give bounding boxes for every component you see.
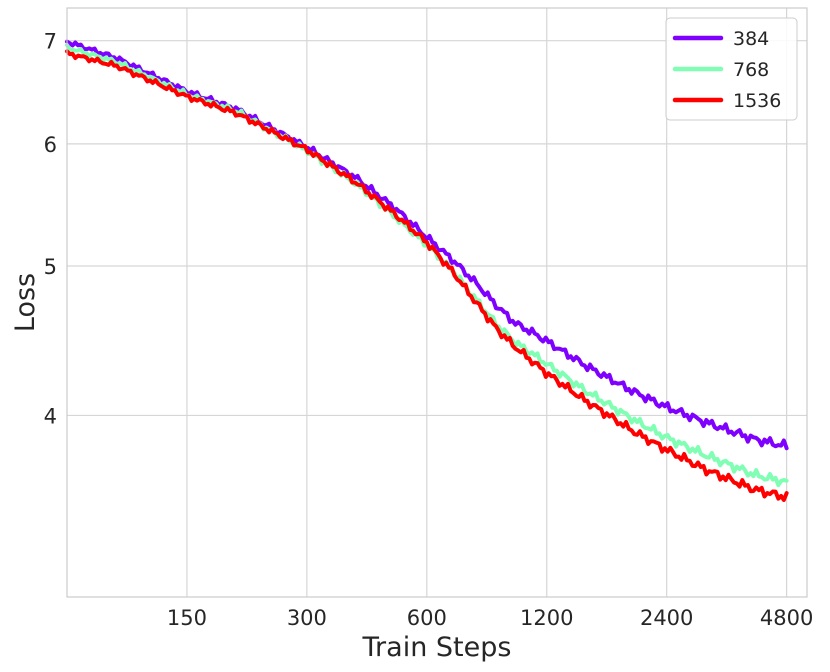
legend-label: 768 [733, 59, 769, 81]
y-tick-label: 6 [44, 133, 57, 157]
legend-label: 384 [733, 28, 769, 50]
x-tick-label: 300 [287, 606, 327, 630]
y-tick-label: 7 [44, 30, 57, 54]
x-tick-label: 4800 [760, 606, 813, 630]
x-axis-label: Train Steps [362, 632, 512, 663]
x-tick-label: 150 [167, 606, 207, 630]
y-tick-label: 5 [44, 255, 57, 279]
y-axis-label: Loss [10, 273, 41, 332]
series-line-1536 [65, 49, 789, 502]
x-tick-label: 600 [407, 606, 447, 630]
legend: 384 768 1536 [665, 17, 798, 121]
plot-frame [66, 7, 808, 598]
legend-label: 1536 [733, 90, 781, 112]
legend-box [665, 17, 798, 121]
x-tick-label: 1200 [520, 606, 573, 630]
x-tick-label: 2400 [640, 606, 693, 630]
tick-labels: 150 300 600 1200 2400 4800 4 5 6 7 [44, 30, 814, 630]
y-tick-label: 4 [44, 404, 57, 428]
series-lines [65, 39, 789, 502]
